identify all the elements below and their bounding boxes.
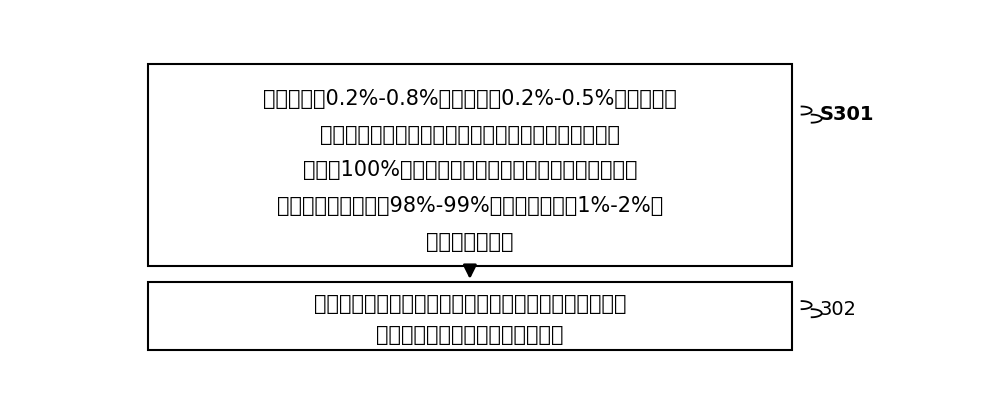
- Text: S301: S301: [819, 105, 874, 124]
- Text: 将重量比为0.2%-0.8%的聚合物、0.2%-0.5%的复合交联: 将重量比为0.2%-0.8%的聚合物、0.2%-0.5%的复合交联: [263, 89, 677, 109]
- Text: 所述基液通过反应得到具有三维网络结构的凝胶，所述凝: 所述基液通过反应得到具有三维网络结构的凝胶，所述凝: [314, 294, 626, 314]
- Text: 302: 302: [819, 300, 856, 319]
- Text: 有机铬混合制成: 有机铬混合制成: [426, 232, 514, 252]
- Text: 合交联剂由重量比为98%-99%的酔醒预聚体和1%-2%的: 合交联剂由重量比为98%-99%的酔醒预聚体和1%-2%的: [277, 196, 663, 216]
- Text: 胶即为所述交联聚合物凝胶调剤剂: 胶即为所述交联聚合物凝胶调剤剂: [376, 325, 564, 345]
- Text: 之和为100%；其中，所述聚合物为聚丙烯酰胺，所述复: 之和为100%；其中，所述聚合物为聚丙烯酰胺，所述复: [303, 160, 637, 181]
- Bar: [148, 64, 792, 266]
- Bar: [148, 282, 792, 350]
- Text: 剂与水混合配置成基液，所述基液中各组分重量百分比: 剂与水混合配置成基液，所述基液中各组分重量百分比: [320, 125, 620, 145]
